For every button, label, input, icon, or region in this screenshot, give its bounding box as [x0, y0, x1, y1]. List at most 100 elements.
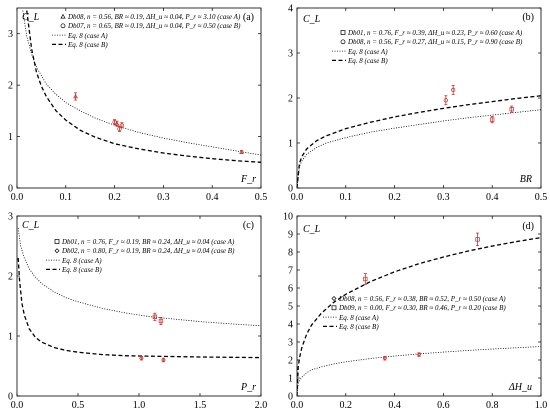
y-tick-label: 3 — [288, 49, 293, 60]
y-tick-label: 4 — [288, 320, 293, 331]
plot-frame — [16, 7, 262, 189]
data-point-marker — [73, 93, 78, 99]
legend-entry: Db09, n = 0.00, F_r ≈ 0.30, BR ≈ 0.46, P… — [338, 304, 506, 312]
y-axis-label: C_L — [22, 220, 40, 231]
y-tick-label: 1 — [288, 374, 293, 385]
y-tick-label: 2 — [8, 272, 13, 283]
panel-label: (b) — [522, 12, 534, 23]
y-tick-label: 1 — [8, 332, 13, 343]
y-tick-label: 5 — [288, 302, 293, 313]
panel-c: (c) C_L P_r Db01, n = 0.76, F_r ≈ 0.19, … — [8, 212, 267, 412]
x-axis-label: P_r — [240, 382, 256, 393]
data-point-marker — [451, 87, 456, 93]
data-point-marker — [139, 355, 144, 361]
data-point-marker — [152, 314, 158, 319]
y-axis-label: C_L — [303, 14, 321, 25]
x-tick-label: 1.0 — [535, 400, 548, 411]
data-point-marker — [54, 239, 60, 244]
x-tick-label: 0.5 — [255, 192, 268, 203]
y-tick-label: 3 — [288, 338, 293, 349]
x-tick-label: 0.4 — [206, 192, 219, 203]
data-point-marker — [331, 296, 337, 301]
y-tick-label: 1 — [8, 132, 13, 143]
y-tick-label: 0 — [8, 184, 13, 195]
data-point-marker — [54, 248, 60, 254]
x-tick-label: 0.4 — [486, 192, 499, 203]
x-tick-label: 0.1 — [340, 192, 353, 203]
data-point-marker — [60, 13, 66, 19]
legend: Db01, n = 0.76, F_r ≈ 0.19, BR ≈ 0.24, Δ… — [61, 238, 235, 274]
x-tick-label: 0.1 — [60, 192, 73, 203]
data-point-marker — [112, 120, 117, 125]
data-point-marker — [158, 318, 164, 324]
x-tick-label: 0.3 — [157, 192, 170, 203]
y-tick-label: 6 — [288, 284, 293, 295]
data-point-marker — [382, 355, 388, 361]
legend-entry: Eq. 8 (case B) — [61, 266, 102, 274]
y-tick-label: 3 — [8, 29, 13, 40]
data-point-marker — [475, 237, 480, 242]
x-tick-label: 0.5 — [72, 400, 85, 411]
x-tick-label: 0.4 — [388, 400, 401, 411]
data-point-marker — [363, 276, 368, 282]
y-tick-label: 0 — [288, 184, 293, 195]
y-tick-label: 3 — [8, 212, 13, 223]
legend-entry: Eq. 8 (case A) — [61, 257, 102, 265]
y-tick-label: 2 — [288, 94, 293, 105]
legend: Db01, n = 0.76, F_r ≈ 0.39, ΔH_u ≈ 0.23,… — [347, 29, 523, 65]
x-tick-label: 0.6 — [437, 400, 450, 411]
y-axis-label: C_L — [22, 12, 40, 23]
legend-entry: Eq. 8 (case B) — [67, 41, 108, 49]
panel-d: (d) C_L ΔH_u Db08, n = 0.56, F_r ≈ 0.38,… — [283, 212, 547, 412]
x-tick-label: 0.0 — [11, 400, 24, 411]
curve-dashed — [26, 10, 261, 163]
x-tick-label: 0.2 — [340, 400, 353, 411]
x-tick-label: 0.0 — [291, 400, 304, 411]
y-tick-label: 10 — [283, 212, 293, 223]
legend-entry: Db01, n = 0.76, F_r ≈ 0.19, BR ≈ 0.24, Δ… — [61, 238, 235, 246]
legend-entry: Eq. 8 (case A) — [338, 314, 379, 322]
y-tick-label: 7 — [288, 266, 293, 277]
x-tick-label: 0.5 — [535, 192, 548, 203]
x-tick-label: 0.2 — [108, 192, 121, 203]
x-tick-label: 0.2 — [388, 192, 401, 203]
legend-entry: Db02, n = 0.80, F_r ≈ 0.19, BR ≈ 0.24, Δ… — [61, 247, 235, 255]
legend-entry: Eq. 8 (case B) — [347, 57, 388, 65]
x-tick-label: 0.3 — [437, 192, 450, 203]
curve-dotted — [297, 109, 541, 188]
y-tick-label: 0 — [8, 392, 13, 403]
panel-b: (b) C_L BR Db01, n = 0.76, F_r ≈ 0.39, Δ… — [288, 4, 547, 204]
curve-dotted — [297, 346, 541, 396]
x-axis-label: ΔH_u — [508, 382, 532, 393]
y-tick-label: 4 — [288, 4, 293, 15]
legend-entry: Db08, n = 0.56, F_r ≈ 0.27, ΔH_u ≈ 0.15,… — [347, 38, 523, 46]
data-point-marker — [416, 352, 422, 357]
x-axis-label: F_r — [240, 174, 256, 185]
legend-entry: Eq. 8 (case A) — [67, 32, 108, 40]
y-tick-label: 0 — [288, 392, 293, 403]
data-point-marker — [239, 149, 244, 154]
data-point-marker — [340, 30, 346, 35]
data-point-marker — [60, 23, 66, 29]
legend-entry: Db08, n = 0.56, BR ≈ 0.19, ΔH_u ≈ 0.04, … — [67, 13, 241, 21]
data-point-marker — [117, 126, 122, 132]
x-tick-label: 0.8 — [486, 400, 499, 411]
legend-entry: Db08, n = 0.56, F_r ≈ 0.38, BR ≈ 0.52, P… — [338, 295, 506, 303]
data-point-marker — [443, 98, 448, 103]
y-tick-label: 8 — [288, 248, 293, 259]
curve-dashed — [297, 95, 541, 188]
y-tick-label: 2 — [288, 356, 293, 367]
legend: Db08, n = 0.56, BR ≈ 0.19, ΔH_u ≈ 0.04, … — [67, 13, 241, 49]
panel-a: (a) C_L F_r Db08, n = 0.56, BR ≈ 0.19, Δ… — [8, 7, 268, 203]
data-point-marker — [161, 357, 166, 363]
curve-dotted — [22, 10, 261, 156]
y-tick-label: 9 — [288, 230, 293, 241]
y-tick-label: 2 — [8, 81, 13, 92]
y-tick-label: 1 — [288, 139, 293, 150]
x-tick-label: 1.0 — [133, 400, 146, 411]
x-tick-label: 0.0 — [291, 192, 304, 203]
y-axis-label: C_L — [303, 224, 321, 235]
panel-label: (d) — [522, 221, 534, 232]
legend-entry: Db01, n = 0.76, F_r ≈ 0.39, ΔH_u ≈ 0.23,… — [347, 29, 523, 37]
